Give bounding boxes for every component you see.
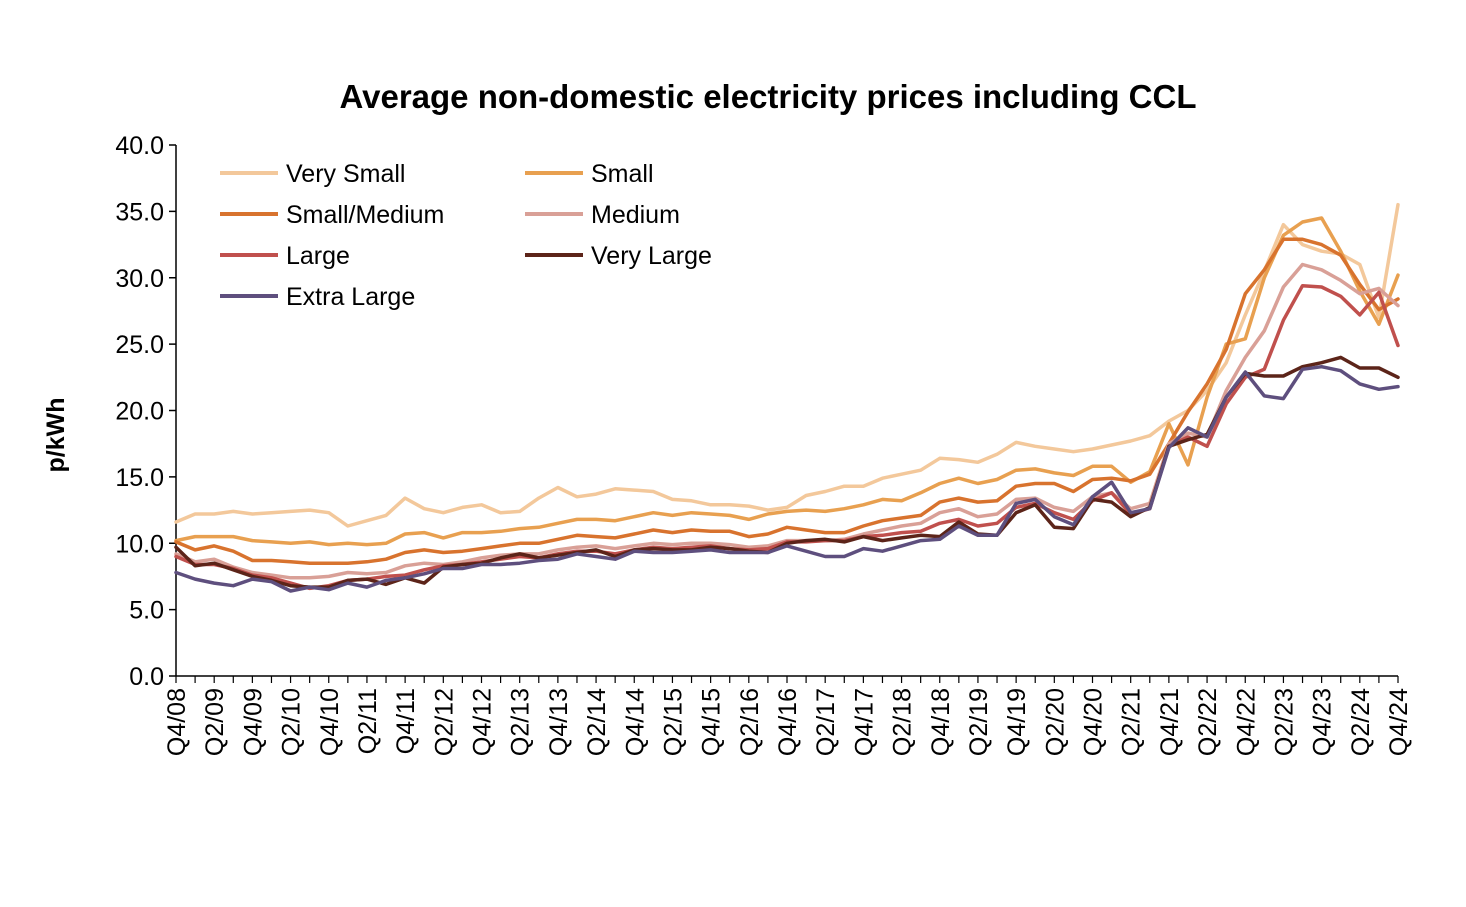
series-line-small [174,216,1400,547]
series-line-extra-large [174,364,1400,593]
x-tick-label: Q2/12 [430,688,458,756]
x-tick-label: Q2/19 [965,688,993,756]
y-tick-label: 25.0 [115,331,164,359]
y-tick-label: 30.0 [115,265,164,293]
y-tick-label: 35.0 [115,198,164,226]
x-tick-label: Q2/10 [278,688,306,756]
x-tick-label: Q2/11 [354,688,382,754]
x-tick-label: Q4/23 [1309,688,1337,756]
x-tick-label: Q2/13 [507,688,535,756]
x-tick-label: Q2/24 [1347,688,1375,756]
legend-label-extra-large: Extra Large [286,283,415,311]
series-lines [174,202,1400,593]
legend-label-very-large: Very Large [591,242,712,270]
x-tick-label: Q2/14 [583,688,611,756]
y-tick-label: 40.0 [115,132,164,160]
x-tick-label: Q4/19 [1003,688,1031,756]
x-tick-label: Q2/15 [659,688,687,756]
x-tick-label: Q2/17 [812,688,840,756]
x-tick-label: Q4/13 [545,688,573,756]
x-tick-label: Q2/21 [1118,688,1146,756]
x-tick-label: Q2/16 [736,688,764,756]
y-axis-label: p/kWh [42,398,70,473]
x-tick-label: Q4/17 [850,688,878,756]
series-line-small-medium [174,237,1400,565]
series-line-very-small [174,202,1400,528]
x-tick-label: Q4/14 [621,688,649,756]
y-tick-label: 10.0 [115,530,164,558]
y-tick-label: 20.0 [115,398,164,426]
legend-label-small-medium: Small/Medium [286,201,444,229]
x-tick-label: Q4/11 [392,688,420,754]
x-tick-label: Q4/12 [469,688,497,756]
x-tick-label: Q4/22 [1232,688,1260,756]
x-tick-label: Q4/08 [163,688,191,756]
x-tick-label: Q4/16 [774,688,802,756]
series-line-very-large [174,355,1400,589]
x-tick-label: Q4/10 [316,688,344,756]
axes: 0.0 5.0 10.0 15.0 20.0 25.0 30.0 35.0 40.0 Q4/08 Q… [115,132,1413,756]
legend-label-large: Large [286,242,350,270]
legend-label-medium: Medium [591,201,680,229]
x-tick-label: Q2/20 [1041,688,1069,756]
x-tick-label: Q4/24 [1385,688,1413,756]
x-tick-label: Q4/09 [239,688,267,756]
legend-label-small: Small [591,160,654,188]
x-tick-label: Q2/23 [1270,688,1298,756]
chart-title: Average non-domestic electricity prices … [340,78,1197,115]
x-tick-label: Q2/09 [201,688,229,756]
x-tick-label: Q4/18 [927,688,955,756]
legend-label-very-small: Very Small [286,160,405,188]
y-tick-label: 0.0 [129,663,164,691]
y-tick-label: 15.0 [115,464,164,492]
x-tick-label: Q4/20 [1080,688,1108,756]
x-tick-label: Q2/18 [889,688,917,756]
x-tick-label: Q4/15 [698,688,726,756]
x-tick-label: Q4/21 [1156,688,1184,756]
y-tick-label: 5.0 [129,597,164,625]
legend: Very Small Small Small/Medium Medium Large Ve… [220,160,712,311]
x-tick-label: Q2/22 [1194,688,1222,756]
